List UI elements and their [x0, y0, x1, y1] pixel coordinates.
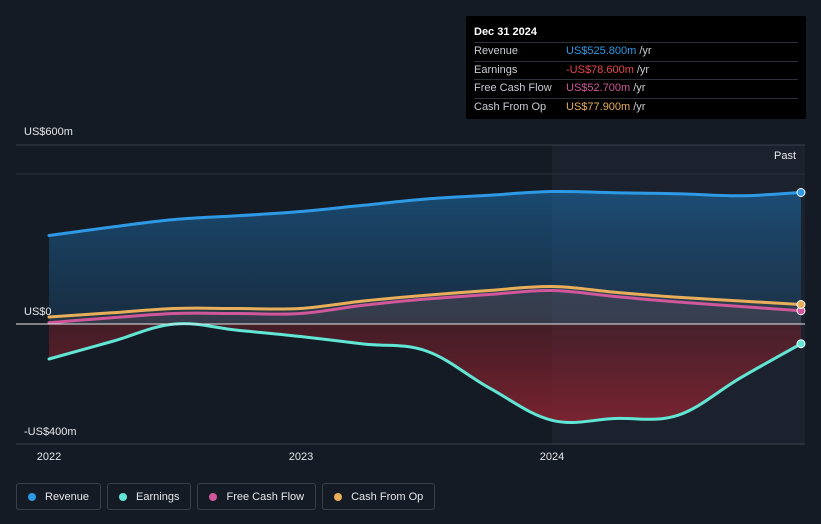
tooltip-row-value: -US$78.600m — [566, 63, 634, 76]
tooltip-row-name: Free Cash Flow — [474, 82, 552, 94]
legend-dot-icon — [119, 492, 128, 501]
y-axis-top-label: US$600m — [24, 126, 73, 138]
tooltip-row-earnings: Earnings -US$78.600m /yr — [474, 60, 798, 80]
legend-label: Earnings — [136, 490, 180, 503]
legend-dot-icon — [334, 492, 343, 501]
x-tick-2024: 2024 — [539, 451, 565, 463]
end-marker-revenue — [796, 188, 806, 197]
tooltip-row-unit: /yr — [633, 100, 646, 113]
area-earnings — [49, 323, 801, 423]
tooltip-row-unit: /yr — [636, 63, 650, 76]
x-tick-2022: 2022 — [36, 451, 62, 463]
end-marker-cash-from-op — [796, 300, 806, 309]
y-axis-bottom-label: -US$400m — [24, 426, 77, 438]
tooltip-row-value: US$525.800m — [566, 45, 637, 57]
legend-item-free-cash-flow[interactable]: Free Cash Flow — [197, 483, 317, 510]
legend-item-cash-from-op[interactable]: Cash From Op — [322, 483, 436, 510]
area-free-cash-flow — [49, 290, 801, 324]
tooltip-row-free-cash-flow: Free Cash Flow US$52.700m /yr — [474, 79, 798, 98]
legend-label: Cash From Op — [351, 490, 424, 503]
legend-label: Revenue — [45, 490, 90, 503]
tooltip: Dec 31 2024 Revenue US$525.800m /yr Earn… — [466, 16, 806, 119]
legend: Revenue Earnings Free Cash Flow Cash Fro… — [16, 483, 436, 510]
y-axis-zero-label: US$0 — [24, 306, 52, 318]
tooltip-row-name: Cash From Op — [474, 100, 547, 113]
tooltip-row-revenue: Revenue US$525.800m /yr — [474, 42, 798, 61]
tooltip-row-unit: /yr — [633, 82, 646, 94]
legend-dot-icon — [28, 492, 36, 501]
tooltip-row-value: US$77.900m — [566, 100, 631, 113]
tooltip-title: Dec 31 2024 — [474, 26, 537, 38]
legend-dot-icon — [209, 492, 218, 501]
legend-label: Free Cash Flow — [226, 490, 305, 503]
tooltip-row-value: US$52.700m — [566, 82, 631, 94]
tooltip-row-name: Revenue — [474, 45, 519, 57]
end-marker-earnings — [796, 339, 806, 349]
series-line-cash-from-op — [47, 284, 803, 319]
tooltip-row-name: Earnings — [474, 63, 518, 76]
legend-item-revenue[interactable]: Revenue — [16, 483, 102, 510]
past-label: Past — [774, 150, 797, 162]
series-line-free-cash-flow — [47, 288, 803, 325]
legend-item-earnings[interactable]: Earnings — [107, 483, 192, 510]
tooltip-row-cash-from-op: Cash From Op US$77.900m /yr — [474, 97, 798, 117]
x-tick-2023: 2023 — [288, 451, 314, 463]
series-line-revenue — [47, 189, 803, 237]
tooltip-row-unit: /yr — [639, 45, 652, 57]
